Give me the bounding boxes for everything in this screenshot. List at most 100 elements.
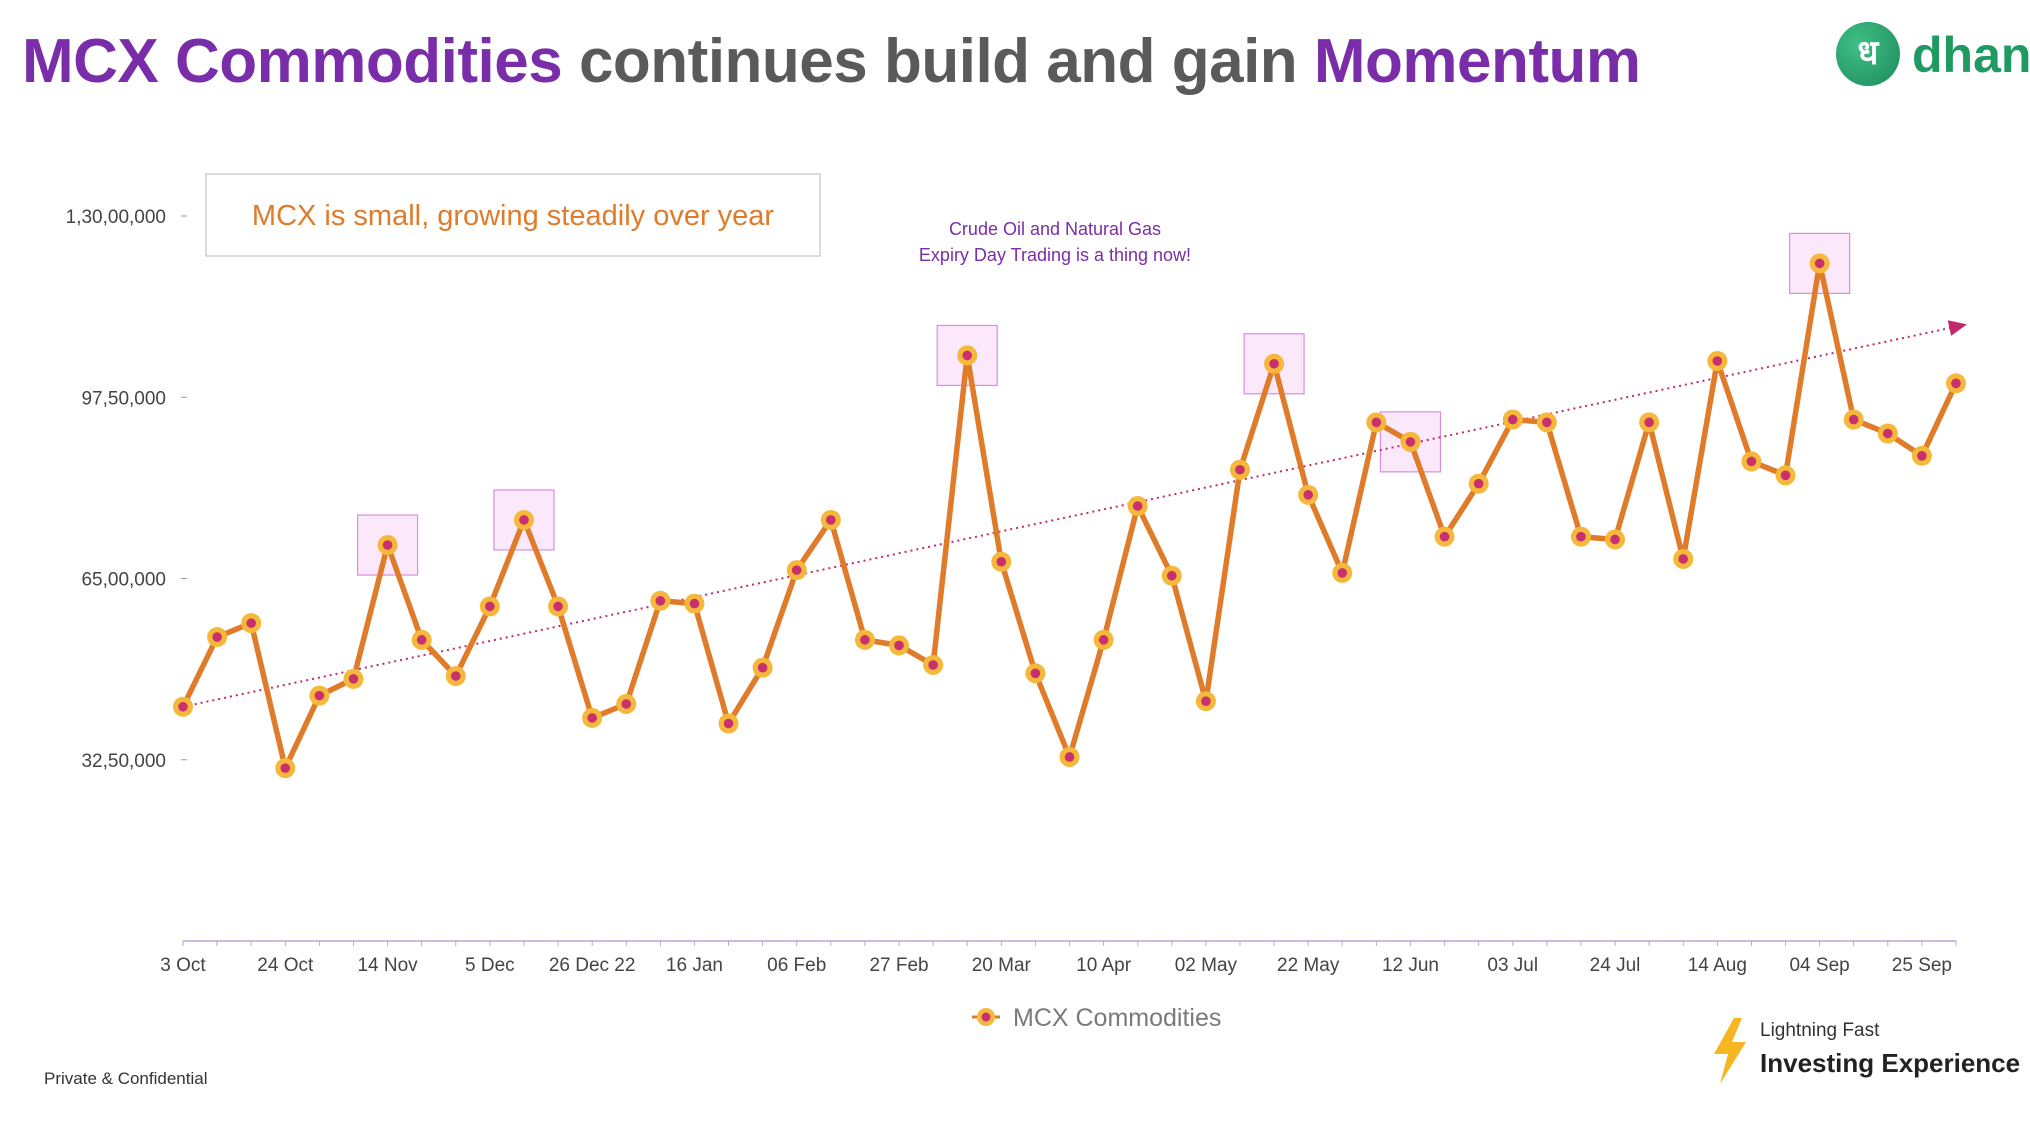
data-point: [1434, 526, 1455, 547]
data-point: [752, 657, 773, 678]
data-point: [207, 627, 228, 648]
data-point-dot: [280, 763, 291, 773]
data-point-dot: [1917, 451, 1927, 461]
data-point: [1536, 412, 1557, 433]
data-point: [1775, 465, 1796, 486]
data-point: [173, 696, 193, 717]
data-point: [377, 535, 398, 556]
data-point: [411, 629, 432, 650]
x-tick-label: 02 May: [1175, 955, 1238, 976]
dhan-logo: ध dhan: [1836, 22, 2030, 92]
data-point-dot: [962, 350, 973, 361]
legend-label: MCX Commodities: [1013, 1004, 1221, 1032]
y-tick-label: 32,50,000: [81, 751, 166, 772]
data-point-dot: [1371, 417, 1382, 428]
x-tick-label: 14 Aug: [1688, 955, 1747, 976]
data-point-dot: [1166, 570, 1177, 581]
series-points: [173, 253, 1966, 779]
data-point-dot: [1507, 414, 1518, 425]
data-point-dot: [1848, 414, 1859, 425]
data-point-dot: [212, 632, 222, 642]
x-tick-label: 04 Sep: [1789, 955, 1849, 976]
data-point: [718, 713, 739, 734]
data-point-dot: [757, 662, 768, 673]
data-point-dot: [1780, 470, 1791, 481]
data-point-dot: [1576, 531, 1586, 542]
x-tick-label: 14 Nov: [357, 955, 418, 976]
data-point-dot: [1269, 358, 1279, 369]
data-point: [889, 635, 910, 656]
highlight-box: [493, 489, 555, 551]
data-point-dot: [587, 713, 597, 723]
confidential-label: Private & Confidential: [44, 1069, 208, 1088]
data-point-dot: [1337, 568, 1348, 578]
data-point-dot: [928, 660, 938, 670]
data-point: [1707, 351, 1728, 371]
data-point-dot: [826, 515, 836, 525]
data-point: [1911, 445, 1932, 466]
data-point-dot: [246, 618, 256, 628]
data-point-dot: [791, 565, 802, 575]
data-point-dot: [655, 596, 666, 606]
trend-line: [182, 320, 1967, 708]
data-point: [957, 345, 978, 366]
data-point-dot: [1098, 635, 1109, 645]
data-point-dot: [1951, 378, 1961, 389]
data-point-dot: [894, 640, 904, 651]
data-point-dot: [1542, 417, 1552, 428]
x-tick-label: 3 Oct: [160, 955, 206, 976]
data-point: [1639, 412, 1660, 433]
data-point: [513, 509, 534, 530]
data-point-dot: [1610, 534, 1620, 545]
x-tick-label: 24 Oct: [257, 955, 314, 976]
data-point-dot: [1303, 490, 1313, 500]
x-tick-label: 24 Jul: [1590, 955, 1641, 976]
page-title: MCX Commodities continues build and gain…: [22, 26, 1641, 97]
data-point-dot: [723, 718, 734, 729]
note-box-text: MCX is small, growing steadily over year: [252, 200, 775, 232]
data-point: [1400, 431, 1421, 452]
data-point: [1877, 423, 1898, 444]
data-point-dot: [314, 690, 325, 701]
data-point-dot: [996, 556, 1007, 567]
data-point: [548, 596, 569, 617]
trend-layer: [182, 320, 1967, 708]
data-point-dot: [485, 601, 495, 612]
data-point: [1946, 373, 1966, 394]
y-tick-label: 97,50,000: [81, 388, 166, 409]
x-tick-label: 06 Feb: [767, 955, 826, 976]
x-tick-label: 20 Mar: [972, 955, 1032, 976]
data-point-dot: [1473, 478, 1484, 489]
x-tick-label: 12 Jun: [1382, 955, 1439, 976]
data-point-dot: [178, 701, 188, 712]
data-point-dot: [1030, 668, 1041, 679]
data-point-dot: [1746, 456, 1757, 467]
data-point-dot: [1064, 752, 1075, 762]
data-point: [1093, 629, 1114, 650]
note-box: MCX is small, growing steadily over year: [205, 173, 821, 257]
data-point: [1025, 663, 1046, 684]
data-point-dot: [860, 635, 870, 645]
data-point: [343, 668, 364, 689]
lightning-icon: [1714, 1018, 1746, 1084]
highlight-boxes: [356, 232, 1851, 576]
data-point: [1264, 353, 1285, 374]
x-tick-label: 27 Feb: [869, 955, 928, 976]
data-point-dot: [1132, 501, 1143, 511]
data-point: [684, 593, 705, 614]
y-tick-label: 65,00,000: [81, 570, 166, 591]
x-tick-label: 03 Jul: [1487, 955, 1538, 976]
dhan-logo-icon: ध: [1836, 22, 1900, 86]
data-point: [616, 693, 637, 714]
title-highlight-mcx: MCX Commodities: [22, 27, 563, 96]
data-point: [241, 613, 262, 634]
data-point-dot: [689, 598, 700, 609]
legend-marker-dot: [981, 1012, 991, 1022]
data-point-dot: [348, 674, 359, 684]
x-tick-label: 5 Dec: [465, 955, 515, 976]
x-tick-label: 22 May: [1277, 955, 1340, 976]
y-tick-label: 1,30,00,000: [66, 207, 166, 228]
data-point: [786, 560, 807, 581]
